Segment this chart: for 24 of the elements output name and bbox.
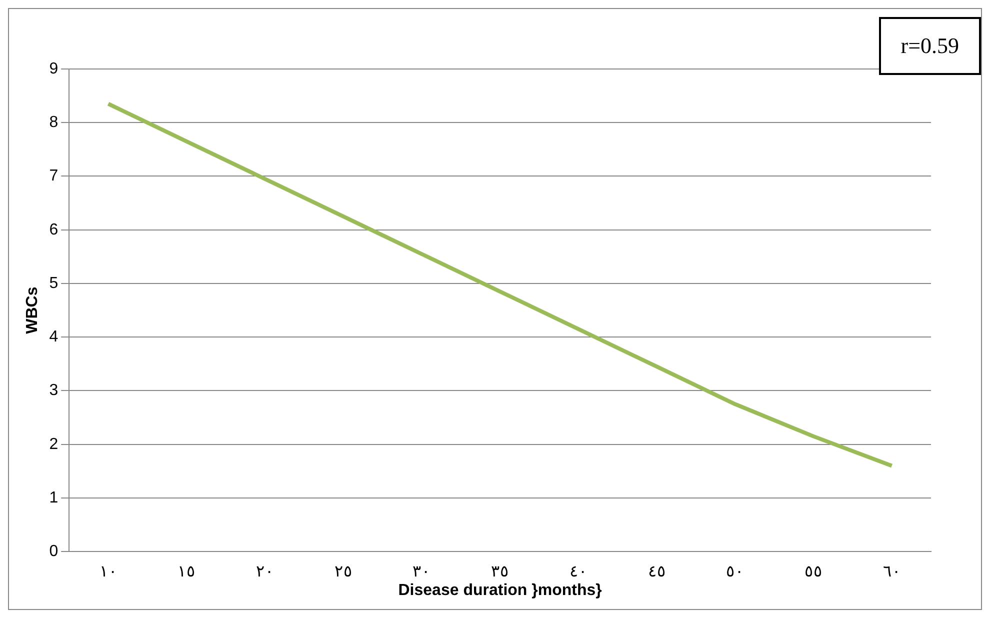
- x-tick-label: ٣٥: [491, 564, 510, 581]
- y-tick-label: 8: [49, 114, 58, 132]
- x-tick-label: ٢٥: [334, 564, 352, 581]
- x-tick-label: ٢٠: [256, 564, 274, 581]
- x-tick-label: ٥٥: [804, 564, 822, 581]
- x-tick-label: ٣٠: [412, 564, 431, 581]
- y-tick-label: 5: [49, 274, 58, 292]
- x-tick-label: ٤٠: [569, 564, 588, 581]
- x-tick-label: ٤٥: [648, 564, 666, 581]
- y-tick-label: 2: [49, 436, 58, 453]
- x-tick-label: ٦٠: [882, 564, 901, 581]
- y-tick-label: 1: [49, 489, 58, 506]
- x-tick-label: ١٠: [99, 564, 118, 581]
- y-tick-label: 9: [49, 60, 58, 78]
- y-tick-label: 4: [49, 328, 58, 346]
- x-tick-label: ٥٠: [726, 564, 744, 581]
- x-axis-title: Disease duration }months}: [398, 582, 602, 599]
- y-tick-label: 6: [49, 221, 58, 238]
- y-tick-label: 3: [49, 382, 58, 400]
- y-tick-label: 7: [49, 168, 58, 185]
- x-tick-label: ١٥: [178, 564, 196, 581]
- y-axis-title: WBCs: [24, 286, 42, 334]
- y-tick-label: 0: [49, 543, 58, 560]
- text: r=0.59: [878, 17, 981, 75]
